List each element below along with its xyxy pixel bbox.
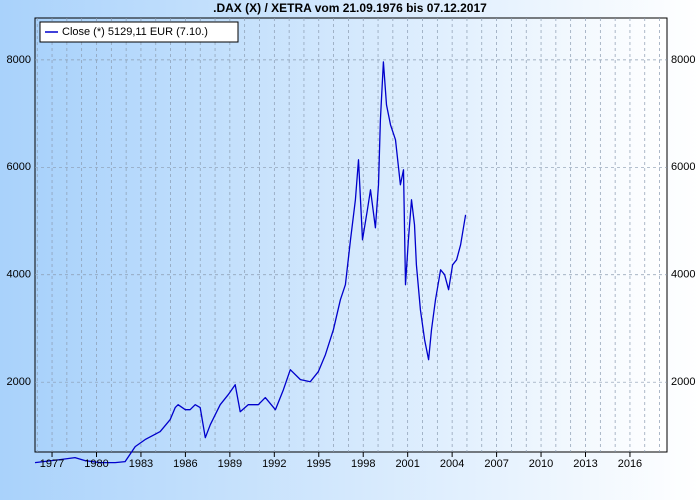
x-tick-label: 2004 [440, 458, 464, 470]
grid [35, 18, 667, 457]
x-tick-label: 2010 [529, 458, 553, 470]
marks [34, 61, 467, 464]
x-tick-label: 1989 [218, 458, 242, 470]
x-tick-label: 2001 [395, 458, 419, 470]
y-tick-label-right: 2000 [671, 376, 695, 388]
legend: Close (*) 5129,11 EUR (7.10.) [39, 21, 239, 43]
y-tick-label: 4000 [7, 269, 31, 281]
x-tick-label: 1983 [129, 458, 153, 470]
x-tick-label: 1986 [173, 458, 197, 470]
legend-label: Close (*) 5129,11 EUR (7.10.) [62, 26, 208, 38]
x-tick-label: 1992 [262, 458, 286, 470]
x-tick-label: 2007 [484, 458, 508, 470]
x-tick-label: 1998 [351, 458, 375, 470]
legend-box [39, 21, 239, 43]
x-tick-label: 2013 [573, 458, 597, 470]
y-tick-label-right: 6000 [671, 161, 695, 173]
chart-title: .DAX (X) / XETRA vom 21.09.1976 bis 07.1… [213, 1, 487, 15]
y-tick-label: 8000 [7, 54, 31, 66]
y-tick-label: 6000 [7, 161, 31, 173]
x-tick-label: 1977 [40, 458, 64, 470]
y-tick-label-right: 4000 [671, 269, 695, 281]
y-tick-label-right: 8000 [671, 54, 695, 66]
x-tick-label: 2016 [618, 458, 642, 470]
x-tick-label: 1980 [84, 458, 108, 470]
series-line [34, 61, 467, 464]
y-tick-label: 2000 [7, 376, 31, 388]
x-tick-label: 1995 [307, 458, 331, 470]
